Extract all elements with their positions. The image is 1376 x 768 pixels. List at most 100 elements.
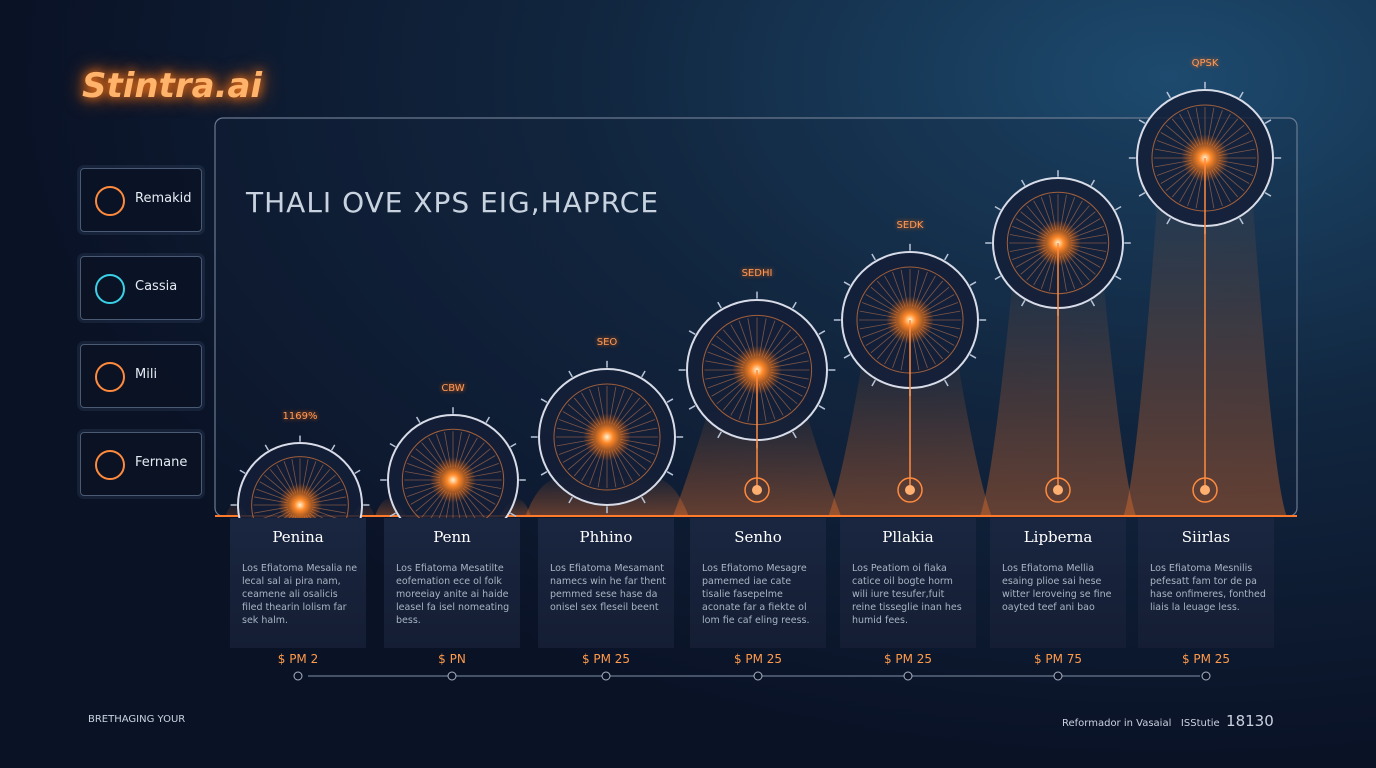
column-description: Los Efiatoma Mesalia ne lecal sal ai pir… xyxy=(242,563,358,626)
dial-base xyxy=(1192,477,1218,503)
dial-tick xyxy=(843,354,851,359)
dial-tick xyxy=(1115,275,1122,281)
dial-tick xyxy=(792,301,797,309)
dial-tick xyxy=(944,379,949,387)
sidebar-icon xyxy=(95,450,125,480)
sidebar-label: Mili xyxy=(135,367,158,382)
dial-tick xyxy=(264,444,270,451)
column-description: Los Efiatoma Mesnilis pefesatt fam tor d… xyxy=(1150,563,1266,613)
timeline-dot xyxy=(1201,671,1211,681)
column-price: $ PM 25 xyxy=(733,652,783,666)
footer-text: BRETHAGING YOUR xyxy=(88,714,186,725)
timeline-dot xyxy=(753,671,763,681)
dial-tick xyxy=(354,469,361,475)
column-card: Senho Los Efiatomo Mesagre pamemed iae ca… xyxy=(690,518,826,648)
timeline-dot xyxy=(1053,671,1063,681)
dial-tick xyxy=(944,253,949,261)
column-description: Los Peatiom oi fiaka catice oil bogte ho… xyxy=(852,563,962,626)
dial-tag: 1169% xyxy=(282,411,318,422)
dial-tick xyxy=(510,512,517,518)
column-name: Phhino xyxy=(579,528,633,546)
dial-tag: SEDHI xyxy=(741,268,773,279)
timeline-dot xyxy=(293,671,303,681)
dial-tick xyxy=(1138,119,1146,124)
column-price: $ PM 25 xyxy=(581,652,631,666)
dial-tick xyxy=(871,379,876,387)
sidebar-label: Fernane xyxy=(135,455,188,470)
dial-base xyxy=(744,477,770,503)
dial-tag: CBW xyxy=(441,383,465,394)
sidebar-label: Remakid xyxy=(135,191,192,206)
column-description: Los Efiatoma Mesatilte eofemation ece ol… xyxy=(396,563,510,626)
dial-base xyxy=(752,485,762,495)
dial-tick xyxy=(1239,217,1244,225)
column-card: Penn Los Efiatoma Mesatilte eofemation ec… xyxy=(384,518,520,648)
dial-tick xyxy=(540,471,548,476)
dial-tick xyxy=(1020,179,1026,186)
dial-tick xyxy=(1239,91,1244,99)
column-name: Penn xyxy=(433,528,471,546)
dial-tick xyxy=(1115,205,1122,211)
column-name: Senho xyxy=(734,528,782,546)
dial-tick xyxy=(1020,300,1026,307)
dial-tag: SEO xyxy=(596,337,618,348)
timeline-dot xyxy=(903,671,913,681)
column-description: Los Efiatoma Mesamant namecs win he far … xyxy=(550,563,666,613)
column-description: Los Efiatoma Mellia esaing plioe sai hes… xyxy=(1002,563,1112,613)
dial-tick xyxy=(485,416,491,423)
dial-tick xyxy=(717,431,722,439)
dial-tick xyxy=(568,496,573,504)
dial-tick xyxy=(818,405,826,410)
dial-tick xyxy=(666,398,674,403)
column-card: Siirlas Los Efiatoma Mesnilis pefesatt fa… xyxy=(1138,518,1274,648)
dial-core xyxy=(430,457,476,503)
dial-base xyxy=(897,477,923,503)
column-name: Pllakia xyxy=(882,528,934,546)
dial-tick xyxy=(843,281,851,286)
dial-tick xyxy=(969,281,977,286)
dial-tick xyxy=(1166,217,1171,225)
dial-tick xyxy=(239,469,246,475)
timeline-dot xyxy=(601,671,611,681)
sidebar-icon xyxy=(95,274,125,304)
dial-tick xyxy=(994,275,1001,281)
dial-ring xyxy=(553,383,661,491)
dial-tick xyxy=(792,431,797,439)
dial-core xyxy=(583,413,631,461)
dial-tick xyxy=(688,330,696,335)
heading: THALI OVE XPS EIG,HAPRCE xyxy=(246,186,660,219)
dial-tick xyxy=(568,370,573,378)
sidebar-item[interactable]: Mili xyxy=(80,344,202,408)
column-price: $ PM 2 xyxy=(277,652,319,666)
dial-tick xyxy=(818,330,826,335)
dial-tick xyxy=(389,442,396,448)
dial-tick xyxy=(994,205,1001,211)
dial-tick xyxy=(540,398,548,403)
footer-left: BRETHAGING YOUR xyxy=(88,714,185,725)
dial-tick xyxy=(641,370,646,378)
footer-right: Reformador in Vasaial ISStutie 18130 xyxy=(1062,712,1274,730)
column-name: Lipberna xyxy=(1023,528,1093,546)
dial-tag: QPSK xyxy=(1191,58,1219,69)
dial-tick xyxy=(641,496,646,504)
dial-tick xyxy=(415,416,421,423)
dial-base xyxy=(905,485,915,495)
dial-tick xyxy=(871,253,876,261)
dial-tick xyxy=(688,405,696,410)
dial-base xyxy=(1045,477,1071,503)
dial-tick xyxy=(330,444,336,451)
sidebar-item[interactable]: Fernane xyxy=(80,432,202,496)
column-name: Siirlas xyxy=(1181,528,1231,546)
sidebar-item[interactable]: Remakid xyxy=(80,168,202,232)
dial-tick xyxy=(717,301,722,309)
column-price: $ PM 25 xyxy=(1181,652,1231,666)
footer-text: Reformador in Vasaial xyxy=(1062,718,1172,729)
sidebar-item[interactable]: Cassia xyxy=(80,256,202,320)
dial-tick xyxy=(1138,192,1146,197)
dial-tick xyxy=(510,442,517,448)
sidebar-icon xyxy=(95,362,125,392)
footer-text: ISStutie xyxy=(1180,718,1220,729)
dial-tick xyxy=(969,354,977,359)
